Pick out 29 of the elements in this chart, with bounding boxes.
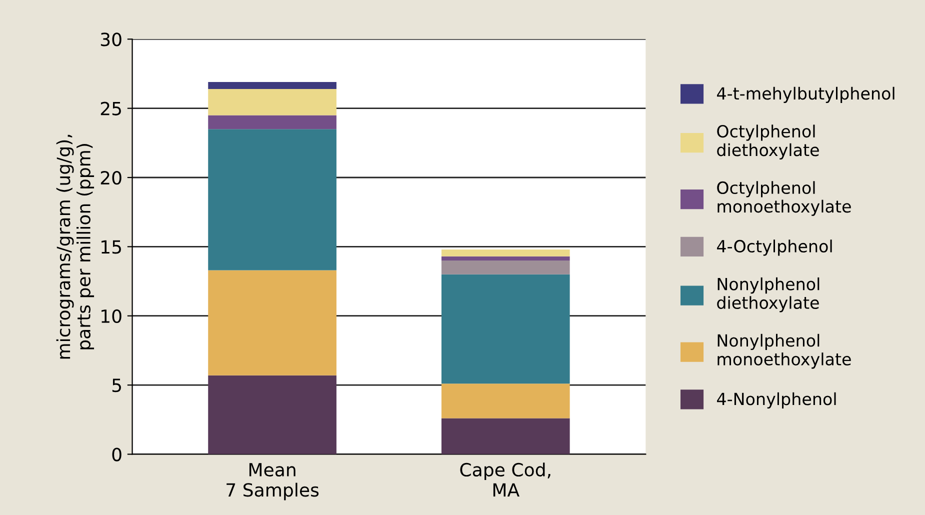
bar (208, 375, 336, 454)
y-tick-label: 10 (102, 309, 122, 323)
bar (441, 260, 570, 274)
bar (208, 129, 336, 270)
y-tick-label: 15 (102, 240, 121, 254)
bar (208, 270, 336, 376)
y-tick-label: 20 (100, 170, 122, 185)
y-tick-label: 30 (100, 32, 122, 46)
bar (441, 384, 570, 418)
x-tick-label: Mean 7 Samples (226, 463, 319, 500)
legend-label: Nonylphenol diethoxylate (717, 277, 820, 312)
y-tick-label: 0 (112, 448, 122, 462)
y-tick-label: 25 (100, 102, 121, 116)
bar (208, 115, 336, 130)
legend-label: Octylphenol monoethoxylate (717, 181, 851, 216)
bar (441, 256, 570, 261)
legend-label: 4-Octylphenol (717, 240, 832, 256)
x-tick-label: Cape Cod, MA (460, 462, 550, 496)
legend-label: Octylphenol diethoxylate (717, 124, 819, 160)
bar (208, 82, 336, 89)
bar (208, 88, 336, 116)
bar (441, 418, 570, 454)
legend-label: 4-t-mehylbutylphenol (717, 86, 894, 103)
legend-label: Nonylphenol monoethoxylate (718, 334, 851, 369)
legend-label: 4-Nonylphenol (717, 392, 836, 408)
y-tick-label: 5 (112, 378, 121, 392)
bar (441, 249, 570, 256)
y-axis-title: micrograms/gram (ug/g), parts per million (ppm) (56, 134, 94, 359)
bar (441, 274, 570, 384)
